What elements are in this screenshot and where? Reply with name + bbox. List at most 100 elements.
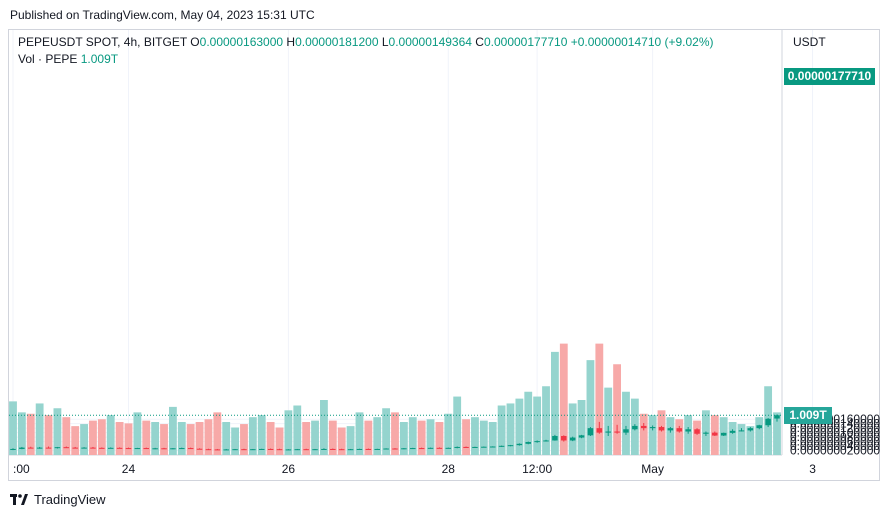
volume-bar	[728, 422, 737, 455]
candle-body	[205, 449, 212, 451]
volume-bar	[595, 343, 604, 455]
candle	[623, 425, 629, 435]
candle	[90, 446, 96, 449]
candle-body	[498, 445, 505, 447]
candle	[10, 448, 16, 451]
candle	[365, 448, 372, 450]
volume-bar	[391, 412, 399, 455]
candle	[614, 424, 620, 434]
time-tick-label: :00	[13, 462, 30, 476]
candle-body	[401, 448, 407, 450]
published-caption: Published on TradingView.com, May 04, 20…	[10, 8, 315, 22]
volume-bar	[435, 422, 444, 455]
candle-body	[99, 447, 105, 449]
candle-body	[685, 429, 691, 432]
volume-bar	[195, 422, 204, 455]
candle	[418, 447, 425, 450]
candle-body	[587, 428, 594, 436]
volume-bar	[604, 387, 613, 455]
candle	[170, 448, 176, 450]
volume-bars	[9, 343, 781, 455]
volume-bar	[488, 422, 497, 455]
candle-body	[54, 447, 61, 449]
candle	[196, 448, 203, 450]
candle	[481, 446, 487, 448]
candle-body	[747, 428, 754, 431]
candle	[632, 424, 638, 431]
candle-body	[116, 447, 123, 449]
candle-body	[338, 449, 345, 451]
low-value: 0.00000149364	[388, 35, 472, 49]
candle	[498, 445, 505, 447]
candle	[321, 448, 327, 450]
volume-legend: Vol · PEPE 1.009T	[18, 52, 118, 66]
volume-bar	[524, 391, 533, 455]
candle-body	[667, 428, 674, 431]
volume-bar	[497, 405, 506, 455]
candle	[28, 446, 34, 449]
candle-body	[321, 448, 327, 450]
volume-bar	[71, 426, 80, 455]
candle-body	[312, 449, 318, 451]
last-price-tag: 0.00000177710	[784, 68, 875, 85]
candle	[347, 448, 354, 451]
candle	[81, 447, 87, 449]
volume-bar	[755, 417, 764, 455]
candle-body	[445, 447, 452, 449]
candle	[561, 435, 567, 442]
candle	[45, 446, 52, 449]
volume-bar	[240, 424, 248, 455]
candle-body	[392, 448, 398, 450]
volume-bar	[53, 408, 62, 455]
candle-body	[365, 448, 372, 450]
volume-bar	[373, 417, 382, 455]
candle-body	[214, 449, 221, 451]
volume-bar	[568, 403, 577, 455]
volume-bar	[675, 419, 684, 455]
volume-bar	[9, 401, 17, 455]
volume-bar	[97, 419, 106, 455]
candle	[312, 448, 318, 451]
volume-bar	[168, 406, 177, 455]
volume-bar	[106, 415, 115, 455]
volume-bar	[684, 415, 693, 455]
candle	[649, 425, 656, 431]
candle	[552, 434, 558, 441]
candle	[640, 423, 647, 431]
candle-body	[694, 429, 700, 434]
low-label: L	[381, 35, 389, 49]
candle	[258, 448, 265, 450]
candle-body	[285, 449, 292, 451]
candle-body	[507, 445, 514, 447]
price-tick-label: 0.000000100000	[790, 426, 880, 440]
candle-body	[640, 425, 647, 429]
candle	[152, 447, 158, 450]
candle	[454, 446, 460, 449]
candle	[205, 448, 212, 451]
candle-body	[383, 448, 389, 450]
candle	[330, 448, 336, 450]
candle	[534, 440, 540, 443]
volume-bar	[613, 364, 622, 455]
candle	[267, 448, 274, 450]
price-tick-label: 0.000000080000	[790, 430, 880, 444]
candle-body	[125, 448, 132, 450]
volume-bar	[80, 424, 88, 455]
time-tick-label: 28	[442, 462, 456, 476]
candle-body	[525, 442, 532, 444]
footer-brand-text: TradingView	[34, 492, 106, 507]
candle	[392, 448, 398, 450]
volume-bar	[257, 415, 266, 455]
candle-body	[294, 449, 301, 451]
time-tick-label: 12:00	[522, 462, 552, 476]
candle	[374, 448, 380, 450]
volume-bar	[62, 417, 71, 455]
price-tick-label: 0.000000120000	[790, 421, 880, 435]
time-axis: :00 24 26 28 12:00 May 3	[13, 462, 816, 476]
candle-body	[330, 448, 336, 450]
candle-body	[267, 448, 274, 450]
candle-body	[534, 441, 540, 443]
candle-body	[712, 432, 718, 436]
candle	[578, 434, 585, 439]
